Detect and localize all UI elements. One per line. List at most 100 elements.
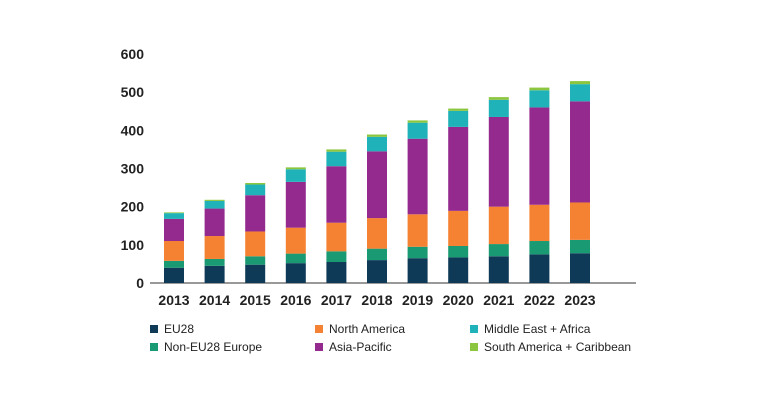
legend-swatch: [470, 325, 478, 333]
bar-segment: [529, 254, 550, 283]
stacked-bar-chart: 0 100 200 300 400 500 600 2013 2014 2015 2016 2017…: [121, 46, 636, 308]
y-tick-label: 200: [121, 199, 145, 215]
y-axis-ticks: 0 100 200 300 400 500 600: [121, 46, 145, 291]
legend-item: South America + Caribbean: [470, 340, 670, 354]
bar-segment: [488, 244, 509, 257]
bar-segment: [245, 256, 266, 265]
bar-segment: [570, 84, 590, 102]
bar-segment: [448, 245, 469, 258]
y-tick-label: 400: [121, 122, 145, 138]
bar-segment: [367, 134, 387, 137]
bar-segment: [570, 101, 590, 203]
bar-segment: [164, 267, 184, 283]
legend-swatch: [150, 343, 158, 351]
bar-segment: [164, 260, 184, 268]
bar-segment: [570, 202, 590, 240]
legend-swatch: [470, 343, 478, 351]
bar-segment: [448, 126, 469, 211]
bar-segment: [448, 210, 469, 246]
x-tick-label: 2023: [564, 292, 595, 308]
legend-swatch: [150, 325, 158, 333]
bar-segment: [367, 136, 387, 152]
bar-segment: [245, 195, 266, 232]
bar-segment: [367, 260, 387, 283]
bar-segment: [529, 90, 550, 108]
bar-segment: [204, 200, 225, 209]
bar-segment: [326, 149, 347, 152]
bar-segment: [488, 99, 509, 117]
bar-segment: [407, 246, 428, 259]
bar-segment: [529, 87, 550, 91]
x-tick-label: 2018: [361, 292, 392, 308]
bar-segment: [367, 151, 387, 219]
bar-segment: [326, 262, 347, 283]
legend-item: Non-EU28 Europe: [150, 340, 315, 354]
bar-segment: [204, 199, 225, 201]
x-tick-label: 2015: [240, 292, 271, 308]
x-tick-label: 2013: [158, 292, 189, 308]
y-tick-label: 500: [121, 84, 145, 100]
legend-label: Non-EU28 Europe: [164, 340, 263, 354]
bar-segment: [285, 167, 306, 170]
bar-segment: [326, 251, 347, 263]
bar-segment: [204, 265, 225, 283]
x-tick-label: 2017: [321, 292, 352, 308]
legend: EU28 North America Middle East + Africa Non…: [150, 322, 670, 354]
bar-segment: [164, 212, 184, 214]
bar-segment: [285, 263, 306, 283]
bar-segment: [448, 110, 469, 127]
bar-segment: [164, 213, 184, 219]
bar-segment: [570, 81, 590, 85]
x-tick-label: 2016: [280, 292, 311, 308]
bar-segment: [488, 256, 509, 283]
legend-item: Asia-Pacific: [315, 340, 470, 354]
legend-item: North America: [315, 322, 470, 336]
bar-segment: [407, 122, 428, 139]
bar-segment: [245, 231, 266, 257]
bar-segment: [529, 204, 550, 242]
x-tick-label: 2014: [199, 292, 230, 308]
legend-swatch: [315, 325, 323, 333]
bar-segment: [245, 264, 266, 283]
bar-segment: [407, 120, 428, 123]
bar-segment: [285, 227, 306, 254]
bar-segment: [407, 258, 428, 283]
x-tick-label: 2022: [524, 292, 555, 308]
x-tick-label: 2020: [443, 292, 474, 308]
y-tick-label: 300: [121, 161, 145, 177]
bar-segment: [245, 184, 266, 196]
bar-segment: [326, 151, 347, 167]
bar-segment: [529, 241, 550, 255]
y-tick-label: 0: [136, 275, 144, 291]
bar-segment: [326, 166, 347, 223]
legend-label: Middle East + Africa: [484, 322, 591, 336]
bar-segment: [407, 138, 428, 215]
bar-segment: [326, 222, 347, 252]
legend-swatch: [315, 343, 323, 351]
legend-label: North America: [329, 322, 406, 336]
bar-segment: [448, 257, 469, 283]
bar-segment: [204, 236, 225, 259]
y-tick-label: 600: [121, 46, 145, 62]
legend-item: EU28: [150, 322, 315, 336]
bar-segment: [488, 97, 509, 100]
bar-segment: [570, 253, 590, 283]
bar-segment: [367, 218, 387, 249]
bar-segment: [164, 241, 184, 261]
legend-item: Middle East + Africa: [470, 322, 670, 336]
legend-label: EU28: [164, 322, 195, 336]
x-tick-label: 2021: [483, 292, 514, 308]
bar-segment: [570, 239, 590, 254]
bar-segment: [488, 116, 509, 207]
x-axis-ticks: 2013 2014 2015 2016 2017 2018 2019 2020 2021 2022…: [158, 292, 595, 308]
bar-segment: [488, 206, 509, 245]
bar-segment: [285, 253, 306, 264]
x-tick-label: 2019: [402, 292, 433, 308]
bar-segment: [164, 218, 184, 242]
bar-segment: [204, 258, 225, 266]
bar-segment: [285, 181, 306, 228]
bar-segment: [285, 169, 306, 182]
legend-label: Asia-Pacific: [329, 340, 392, 354]
bar-segment: [448, 108, 469, 111]
bar-segment: [204, 208, 225, 237]
